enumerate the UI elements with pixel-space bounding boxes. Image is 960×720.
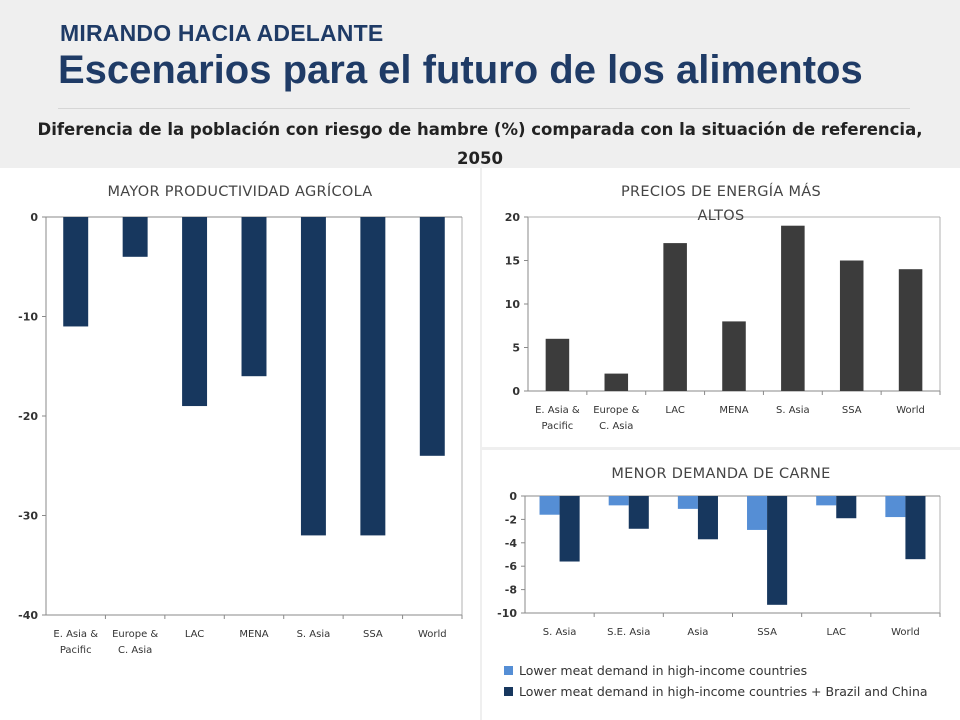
x-tick-label: Pacific	[542, 421, 574, 432]
bar	[747, 496, 768, 530]
bar	[836, 496, 857, 519]
x-tick-label: World	[891, 627, 920, 638]
legend-label: Lower meat demand in high-income countri…	[519, 663, 808, 678]
chart-title: PRECIOS DE ENERGÍA MÁS ALTOS	[482, 180, 960, 228]
y-tick-label: -6	[505, 560, 518, 573]
bar	[885, 496, 906, 518]
bar	[839, 260, 864, 391]
y-tick-label: -10	[497, 607, 517, 620]
x-tick-label: Europe &	[112, 629, 158, 640]
legend-swatch	[504, 666, 513, 675]
x-tick-label: MENA	[239, 629, 268, 640]
bar	[663, 243, 687, 391]
x-tick-label: LAC	[185, 629, 204, 640]
y-tick-label: -40	[18, 609, 38, 622]
bar	[122, 217, 148, 257]
x-tick-label: S.E. Asia	[607, 627, 650, 638]
x-tick-label: SSA	[757, 627, 777, 638]
y-tick-label: 15	[505, 255, 520, 268]
overline: MIRANDO HACIA ADELANTE	[60, 20, 384, 46]
bar	[545, 338, 570, 391]
bar	[722, 321, 746, 391]
chart-panel-energy: PRECIOS DE ENERGÍA MÁS ALTOS 20 15 10 5 0 E. …	[482, 168, 960, 447]
title-divider	[58, 108, 910, 109]
bar	[677, 496, 698, 509]
y-tick-label: 0	[30, 211, 38, 224]
x-tick-label: S. Asia	[543, 627, 577, 638]
legend-item: Lower meat demand in high-income countri…	[504, 660, 928, 681]
x-tick-label: World	[896, 405, 925, 416]
x-tick-label: World	[418, 629, 447, 640]
x-tick-label: E. Asia &	[535, 405, 580, 416]
y-tick-label: -20	[18, 410, 38, 423]
bar	[628, 496, 649, 529]
x-tick-label: Asia	[687, 627, 708, 638]
energy-chart: 20 15 10 5 0 E. Asia & Pacific Europe & C. Asia L…	[505, 211, 941, 432]
legend-item: Lower meat demand in high-income countri…	[504, 681, 928, 702]
bar	[697, 496, 718, 540]
x-tick-label: SSA	[842, 405, 862, 416]
subtitle-line-1: Diferencia de la población con riesgo de…	[37, 120, 923, 139]
bar	[898, 269, 923, 391]
bar	[608, 496, 629, 506]
y-tick-label: -10	[18, 311, 38, 324]
subtitle-line-2: 2050	[457, 149, 503, 168]
chart-panel-productivity: MAYOR PRODUCTIVIDAD AGRÍCOLA 0 -10 -20 -30 -…	[0, 168, 480, 720]
bar	[816, 496, 837, 506]
y-tick-label: -4	[505, 537, 518, 550]
x-tick-label: S. Asia	[776, 405, 810, 416]
page-title: Escenarios para el futuro de los aliment…	[58, 48, 863, 92]
y-tick-label: 10	[505, 298, 521, 311]
chart-legend: Lower meat demand in high-income countri…	[504, 660, 928, 702]
y-tick-label: -2	[505, 513, 517, 526]
x-tick-label: C. Asia	[118, 645, 152, 656]
chart-title: MAYOR PRODUCTIVIDAD AGRÍCOLA	[107, 184, 373, 200]
chart-title-line-2: ALTOS	[697, 208, 745, 224]
x-tick-label: Europe &	[593, 405, 639, 416]
x-tick-label: Pacific	[60, 645, 92, 656]
x-tick-label: S. Asia	[297, 629, 331, 640]
y-tick-label: 0	[509, 490, 517, 503]
legend-swatch	[504, 687, 513, 696]
y-tick-label: 5	[512, 342, 520, 355]
chart-title-line-1: PRECIOS DE ENERGÍA MÁS	[620, 184, 822, 200]
x-tick-label: E. Asia &	[53, 629, 98, 640]
bar	[300, 217, 326, 536]
bar	[559, 496, 580, 562]
y-tick-label: -8	[505, 584, 517, 597]
x-tick-label: MENA	[719, 405, 748, 416]
bar	[241, 217, 267, 377]
bar	[63, 217, 89, 327]
productivity-chart: 0 -10 -20 -30 -40 E. Asia & Pacific Europe & C. …	[18, 211, 463, 656]
y-tick-label: 20	[505, 211, 521, 224]
bar	[360, 217, 386, 536]
legend-label: Lower meat demand in high-income countri…	[519, 684, 928, 699]
bar	[182, 217, 208, 407]
bar	[604, 373, 629, 391]
y-tick-label: -30	[18, 510, 38, 523]
bar	[419, 217, 445, 456]
chart-panel-meat: MENOR DEMANDA DE CARNE 0 -2 -4 -6 -8 -10 S. As…	[482, 450, 960, 720]
x-tick-label: LAC	[827, 627, 846, 638]
bar	[539, 496, 560, 515]
chart-title: MENOR DEMANDA DE CARNE	[611, 466, 831, 482]
x-tick-label: LAC	[665, 405, 684, 416]
bar	[767, 496, 788, 605]
subtitle: Diferencia de la población con riesgo de…	[0, 115, 960, 173]
meat-chart: 0 -2 -4 -6 -8 -10 S. Asia S.E. Asia Asia SSA LAC Wo…	[497, 490, 941, 638]
bar	[781, 225, 805, 391]
x-tick-label: SSA	[363, 629, 383, 640]
x-tick-label: C. Asia	[599, 421, 633, 432]
bar	[905, 496, 926, 560]
y-tick-label: 0	[512, 385, 520, 398]
